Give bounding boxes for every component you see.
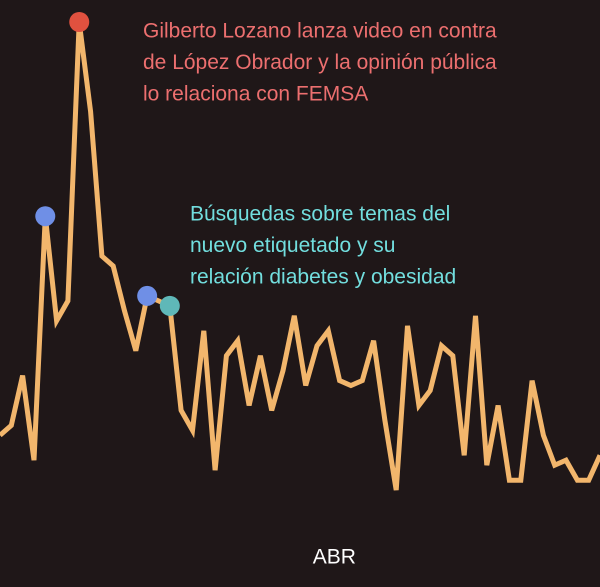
annotation: nuevo etiquetado y su: [190, 234, 396, 257]
highlight-point: [137, 285, 158, 306]
x-tick-label: ABR: [313, 546, 356, 569]
highlight-point: [35, 206, 56, 227]
annotation: Gilberto Lozano lanza video en contra: [143, 20, 497, 43]
line: [0, 21, 600, 491]
highlight-point: [159, 295, 180, 316]
annotation: de López Obrador y la opinión pública: [143, 51, 497, 74]
annotation: Búsquedas sobre temas del: [190, 203, 450, 226]
highlight-point: [69, 12, 90, 32]
annotation: lo relaciona con FEMSA: [143, 83, 368, 106]
annotation: relación diabetes y obesidad: [190, 266, 456, 289]
